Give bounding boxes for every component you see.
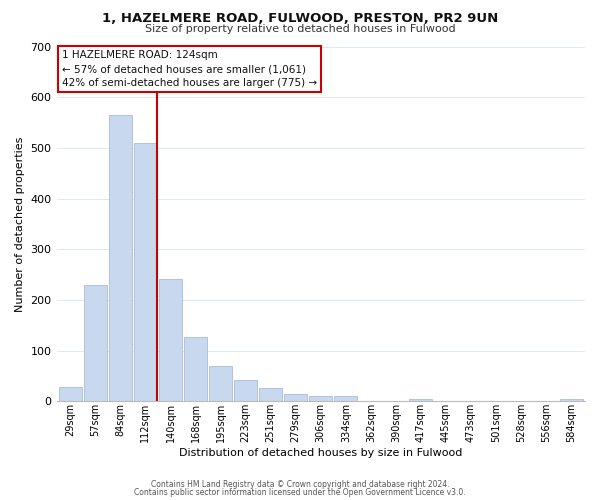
Bar (84, 284, 107, 401)
Bar (234, 380, 257, 401)
Y-axis label: Number of detached properties: Number of detached properties (15, 136, 25, 312)
Bar (209, 366, 232, 401)
Bar (159, 278, 182, 401)
Text: Contains public sector information licensed under the Open Government Licence v3: Contains public sector information licen… (134, 488, 466, 497)
Text: 1, HAZELMERE ROAD, FULWOOD, PRESTON, PR2 9UN: 1, HAZELMERE ROAD, FULWOOD, PRESTON, PR2… (102, 12, 498, 26)
Bar (359, 400, 382, 401)
Bar (59, 387, 82, 401)
Bar (184, 337, 207, 401)
Bar (284, 394, 307, 401)
Bar (134, 143, 157, 401)
Bar (560, 398, 583, 401)
Bar (109, 115, 132, 401)
Text: Size of property relative to detached houses in Fulwood: Size of property relative to detached ho… (145, 24, 455, 34)
Text: Contains HM Land Registry data © Crown copyright and database right 2024.: Contains HM Land Registry data © Crown c… (151, 480, 449, 489)
Text: 1 HAZELMERE ROAD: 124sqm
← 57% of detached houses are smaller (1,061)
42% of sem: 1 HAZELMERE ROAD: 124sqm ← 57% of detach… (62, 50, 317, 88)
Bar (409, 399, 433, 401)
Bar (334, 396, 358, 401)
Bar (259, 388, 282, 401)
X-axis label: Distribution of detached houses by size in Fulwood: Distribution of detached houses by size … (179, 448, 463, 458)
Bar (309, 396, 332, 401)
